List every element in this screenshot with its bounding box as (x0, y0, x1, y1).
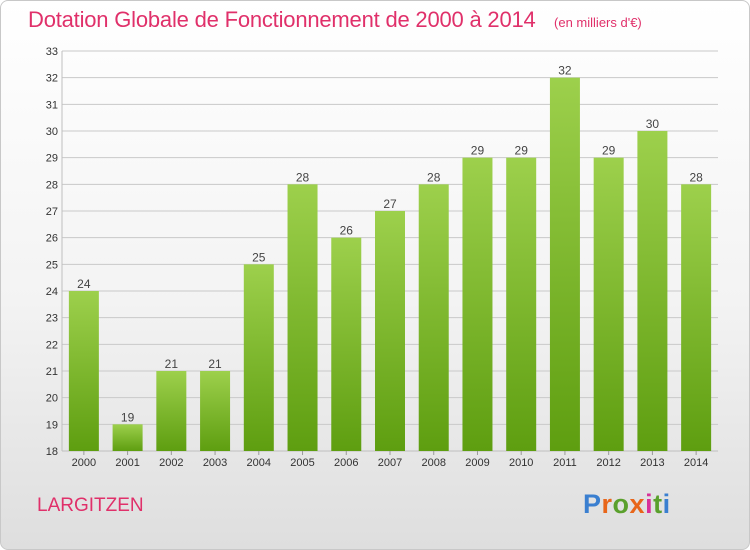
x-tick-label: 2006 (334, 457, 358, 469)
bar (287, 184, 318, 452)
logo-letter: P (583, 489, 602, 519)
bar (549, 77, 580, 452)
y-tick-label: 23 (46, 313, 58, 325)
x-tick-label: 2010 (509, 457, 533, 469)
data-label: 19 (121, 410, 135, 424)
bar (375, 211, 405, 451)
y-tick-label: 27 (46, 206, 58, 218)
y-tick-label: 22 (46, 339, 58, 351)
data-label: 21 (165, 357, 179, 371)
y-tick-label: 33 (46, 46, 58, 58)
bar (156, 371, 187, 451)
data-label: 25 (252, 250, 266, 264)
y-tick-label: 31 (46, 99, 58, 111)
location-label: LARGITZEN (37, 495, 144, 516)
data-label: 28 (296, 170, 310, 184)
y-tick-label: 19 (46, 419, 58, 431)
y-tick-label: 29 (46, 153, 58, 165)
logo-letter: i (662, 489, 671, 519)
bar (462, 157, 493, 451)
bar (593, 157, 624, 451)
bar (506, 157, 537, 451)
x-tick-label: 2011 (553, 457, 577, 469)
title-bar: Dotation Globale de Fonctionnement de 20… (28, 7, 642, 33)
x-tick-label: 2013 (640, 457, 664, 469)
logo-letter: o (612, 489, 630, 519)
x-tick-label: 2009 (465, 457, 489, 469)
bar (331, 237, 362, 451)
x-tick-label: 2002 (159, 457, 183, 469)
proxiti-logo: Proxiti (583, 489, 671, 520)
bar (681, 184, 712, 452)
data-label: 27 (383, 197, 397, 211)
y-tick-label: 28 (46, 179, 58, 191)
data-label: 26 (340, 224, 354, 238)
y-tick-label: 24 (46, 286, 58, 298)
x-tick-label: 2007 (378, 457, 402, 469)
x-tick-label: 2014 (684, 457, 708, 469)
logo-letter: t (653, 489, 663, 519)
bar (637, 131, 668, 451)
y-tick-label: 26 (46, 233, 58, 245)
y-tick-label: 25 (46, 259, 58, 271)
logo-letter: r (601, 489, 613, 519)
axes: 18 19 20 21 22 23 24 25 26 27 28 29 30 31 32 33 2000 2001… (46, 46, 718, 469)
bars (68, 77, 712, 452)
bar (68, 291, 99, 451)
bar (112, 424, 143, 451)
y-tick-label: 18 (46, 446, 58, 458)
data-label: 28 (427, 170, 441, 184)
x-tick-label: 2004 (247, 457, 271, 469)
data-labels: 24 19 21 21 25 28 26 27 28 29 29 32 29 30 28 (77, 64, 703, 425)
y-tick-label: 20 (46, 393, 58, 405)
x-tick-label: 2003 (203, 457, 227, 469)
x-tick-label: 2008 (421, 457, 445, 469)
chart-subtitle: (en milliers d'€) (554, 15, 642, 30)
logo-letter: i (645, 489, 654, 519)
data-label: 29 (602, 144, 616, 158)
y-tick-label: 32 (46, 73, 58, 85)
data-label: 24 (77, 277, 91, 291)
data-label: 32 (558, 64, 572, 78)
x-tick-label: 2001 (115, 457, 139, 469)
data-label: 29 (471, 144, 485, 158)
y-tick-label: 21 (46, 366, 58, 378)
y-tick-label: 30 (46, 126, 58, 138)
logo-letter: x (629, 489, 646, 519)
bar (200, 371, 231, 451)
x-tick-label: 2005 (290, 457, 314, 469)
data-label: 28 (689, 170, 703, 184)
data-label: 29 (515, 144, 529, 158)
bar (243, 264, 274, 451)
data-label: 21 (208, 357, 222, 371)
data-label: 30 (646, 117, 660, 131)
chart-title: Dotation Globale de Fonctionnement de 20… (28, 7, 536, 32)
x-tick-label: 2000 (72, 457, 96, 469)
x-tick-label: 2012 (596, 457, 620, 469)
bar (418, 184, 449, 452)
